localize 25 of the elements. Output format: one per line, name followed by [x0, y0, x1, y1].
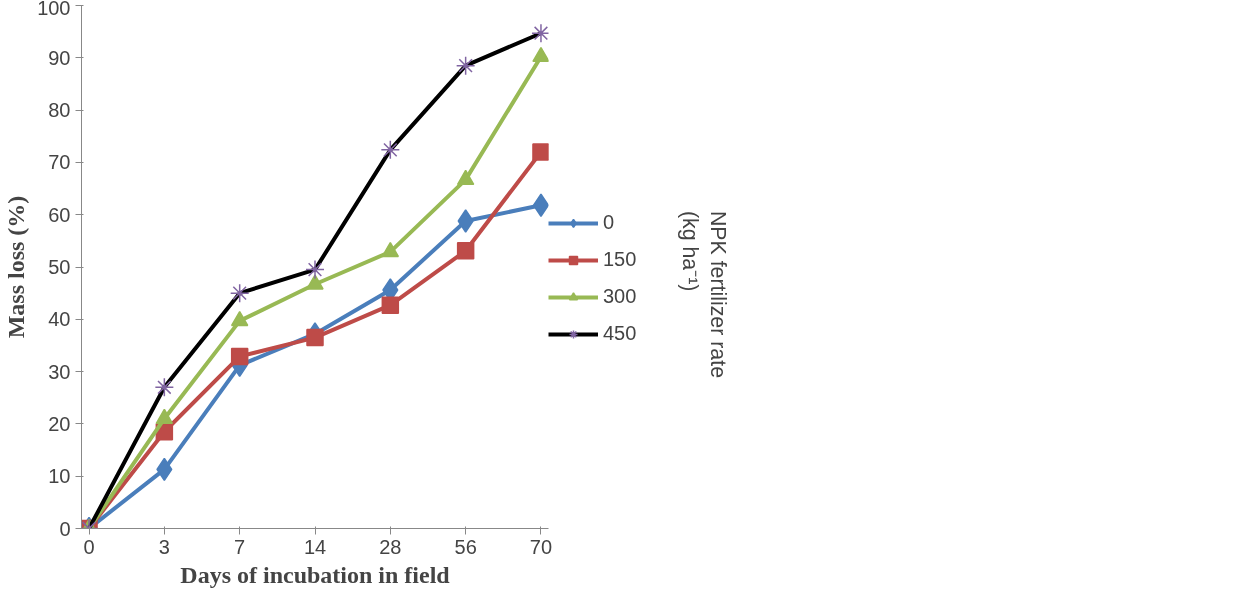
x-tick-label: 70 [529, 535, 553, 558]
x-tick-label: 28 [379, 535, 402, 558]
x-tick-label: 14 [303, 535, 327, 558]
y-tick-label: 20 [48, 412, 71, 435]
y-tick-label: 90 [48, 46, 71, 69]
y-tick-label: 40 [48, 308, 71, 331]
legend-label: 300 [603, 284, 637, 308]
x-tick-label: 56 [454, 535, 477, 558]
y-tick-label: 100 [37, 0, 71, 19]
y-tick-label: 80 [48, 99, 71, 122]
legend-label: 0 [603, 210, 616, 234]
x-tick-label: 0 [83, 535, 95, 558]
x-axis-title: Days of incubation in field [180, 561, 451, 588]
legend-title: NPK fertilizer rate (kg ha⁻¹) [677, 210, 731, 378]
legend-label: 450 [603, 321, 637, 345]
y-tick-label: 50 [48, 256, 71, 278]
y-tick-label: 0 [59, 517, 71, 540]
x-tick-label: 3 [158, 535, 170, 558]
x-tick-label: 7 [234, 535, 246, 558]
y-axis-title: Mass loss (%) [3, 195, 30, 339]
y-tick-label: 70 [48, 151, 71, 174]
y-tick-label: 30 [48, 360, 71, 383]
y-tick-label: 60 [48, 203, 71, 226]
legend-label: 150 [603, 247, 637, 271]
y-tick-label: 10 [48, 465, 71, 488]
